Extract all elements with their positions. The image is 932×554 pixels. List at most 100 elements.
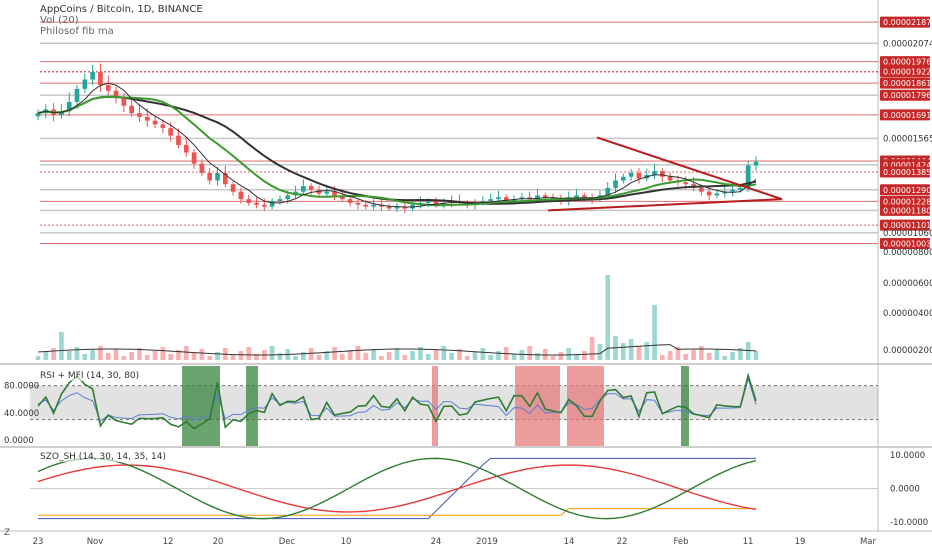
volume-bar xyxy=(82,354,88,360)
candle-body xyxy=(66,101,72,112)
ma-thin-line xyxy=(37,82,757,208)
volume-bar xyxy=(66,351,72,360)
volume-bar xyxy=(246,347,252,360)
price-tag xyxy=(880,166,930,178)
rsi-signal-zone xyxy=(515,366,560,446)
candle-body xyxy=(230,184,236,192)
time-axis-label: 22 xyxy=(617,537,628,547)
candle-body xyxy=(667,176,673,181)
price-tag xyxy=(880,204,930,216)
time-axis-label: Nov xyxy=(87,537,104,547)
rsi-line xyxy=(37,372,757,430)
candle-body xyxy=(301,186,306,192)
volume-bar xyxy=(675,347,681,360)
volume-bar xyxy=(207,356,213,360)
szo-tick-label: -10.0000 xyxy=(890,518,928,528)
price-axis-label: 0.00001976 xyxy=(880,56,931,68)
candle-body xyxy=(90,72,95,80)
volume-bar xyxy=(105,353,111,360)
volume-bar xyxy=(636,346,642,360)
volume-bar xyxy=(511,354,517,360)
volume-bar xyxy=(168,354,174,360)
candle-body xyxy=(332,191,337,196)
price-axis-text: 0.00001565 xyxy=(883,134,932,144)
price-axis-label: 0.00001290 xyxy=(880,184,931,196)
time-axis-label: 20 xyxy=(213,537,224,547)
price-axis-label: 0.00000600 xyxy=(883,279,932,289)
price-tag xyxy=(880,77,930,89)
candle-body xyxy=(574,195,579,198)
szo-label[interactable]: SZO_SH (14, 30, 14, 35, 14) xyxy=(40,452,166,462)
candle-body xyxy=(714,193,720,196)
price-axis-label: 0.00001003 xyxy=(880,237,931,249)
volume-bar xyxy=(730,352,735,360)
price-tag-text: 0.00001796 xyxy=(883,91,931,100)
candle-body xyxy=(191,152,197,164)
volume-bar xyxy=(558,352,564,360)
price-axis-label: 0.00001922 xyxy=(880,66,931,78)
price-axis-label: 0.00001180 xyxy=(880,204,931,216)
volume-bar xyxy=(683,354,689,360)
volume-bar xyxy=(457,349,462,360)
price-axis-label: 0.00001060 xyxy=(883,229,932,239)
volume-bar xyxy=(488,355,493,360)
price-axis-label: 0.00001796 xyxy=(880,89,931,101)
candle-body xyxy=(215,172,220,181)
volume-bar xyxy=(347,350,353,360)
price-axis-label: 0.00002074 xyxy=(883,39,932,49)
rsi-label[interactable]: RSI + MFI (14, 30, 80) xyxy=(40,371,140,381)
volume-bar xyxy=(152,351,158,360)
volume-bar xyxy=(90,350,95,360)
volume-bar xyxy=(660,355,665,360)
price-tag-text: 0.00001228 xyxy=(883,197,931,206)
candle-body xyxy=(308,186,314,190)
volume-bar xyxy=(519,350,525,360)
candle-body xyxy=(730,189,735,192)
ma-label[interactable]: Philosof fib ma xyxy=(40,26,114,37)
volume-bar xyxy=(589,337,595,360)
volume-bar xyxy=(98,346,103,360)
candle-body xyxy=(222,172,228,185)
price-tag xyxy=(880,237,930,249)
volume-bar xyxy=(277,353,283,360)
candle-body xyxy=(613,180,618,188)
volume-bar xyxy=(753,351,759,360)
volume-bar xyxy=(129,352,134,360)
price-axis-label: 0.00001565 xyxy=(883,134,932,144)
volume-bar xyxy=(527,346,533,360)
volume-label[interactable]: Vol (20) xyxy=(40,15,79,26)
volume-bar xyxy=(496,351,501,360)
price-tag-text: 0.00001861 xyxy=(883,79,931,88)
candle-body xyxy=(550,197,556,200)
candle-body xyxy=(160,124,166,129)
volume-bar xyxy=(332,347,337,360)
price-tag-text: 0.00001290 xyxy=(883,186,931,195)
candle-body xyxy=(745,165,751,188)
volume-bar xyxy=(144,355,150,360)
candle-body xyxy=(355,202,361,205)
volume-bar xyxy=(183,346,189,360)
candle-body xyxy=(441,202,447,205)
price-axis-label: 0.00001228 xyxy=(880,195,931,207)
candle-body xyxy=(254,202,259,205)
price-axis-text: 0.00000800 xyxy=(883,248,932,258)
volume-bar xyxy=(363,353,369,360)
volume-bar xyxy=(402,355,408,360)
price-axis-text: 0.00000200 xyxy=(883,346,932,356)
volume-bar xyxy=(605,275,611,360)
price-tag-text: 0.00001180 xyxy=(883,206,931,215)
volume-bar xyxy=(699,346,704,360)
rsi-tick-label: 0.0000 xyxy=(4,436,34,446)
volume-bar xyxy=(535,353,540,360)
candle-body xyxy=(98,72,103,86)
volume-bar xyxy=(441,346,447,360)
volume-bar xyxy=(410,351,415,360)
symbol-title[interactable]: AppCoins / Bitcoin, 1D, BINANCE xyxy=(40,4,203,15)
candle-body xyxy=(660,171,665,177)
candle-body xyxy=(129,105,134,114)
volume-bar xyxy=(574,355,579,360)
price-tag-text: 0.00001101 xyxy=(883,221,931,230)
candle-body xyxy=(277,199,283,202)
volume-bar xyxy=(433,350,439,360)
